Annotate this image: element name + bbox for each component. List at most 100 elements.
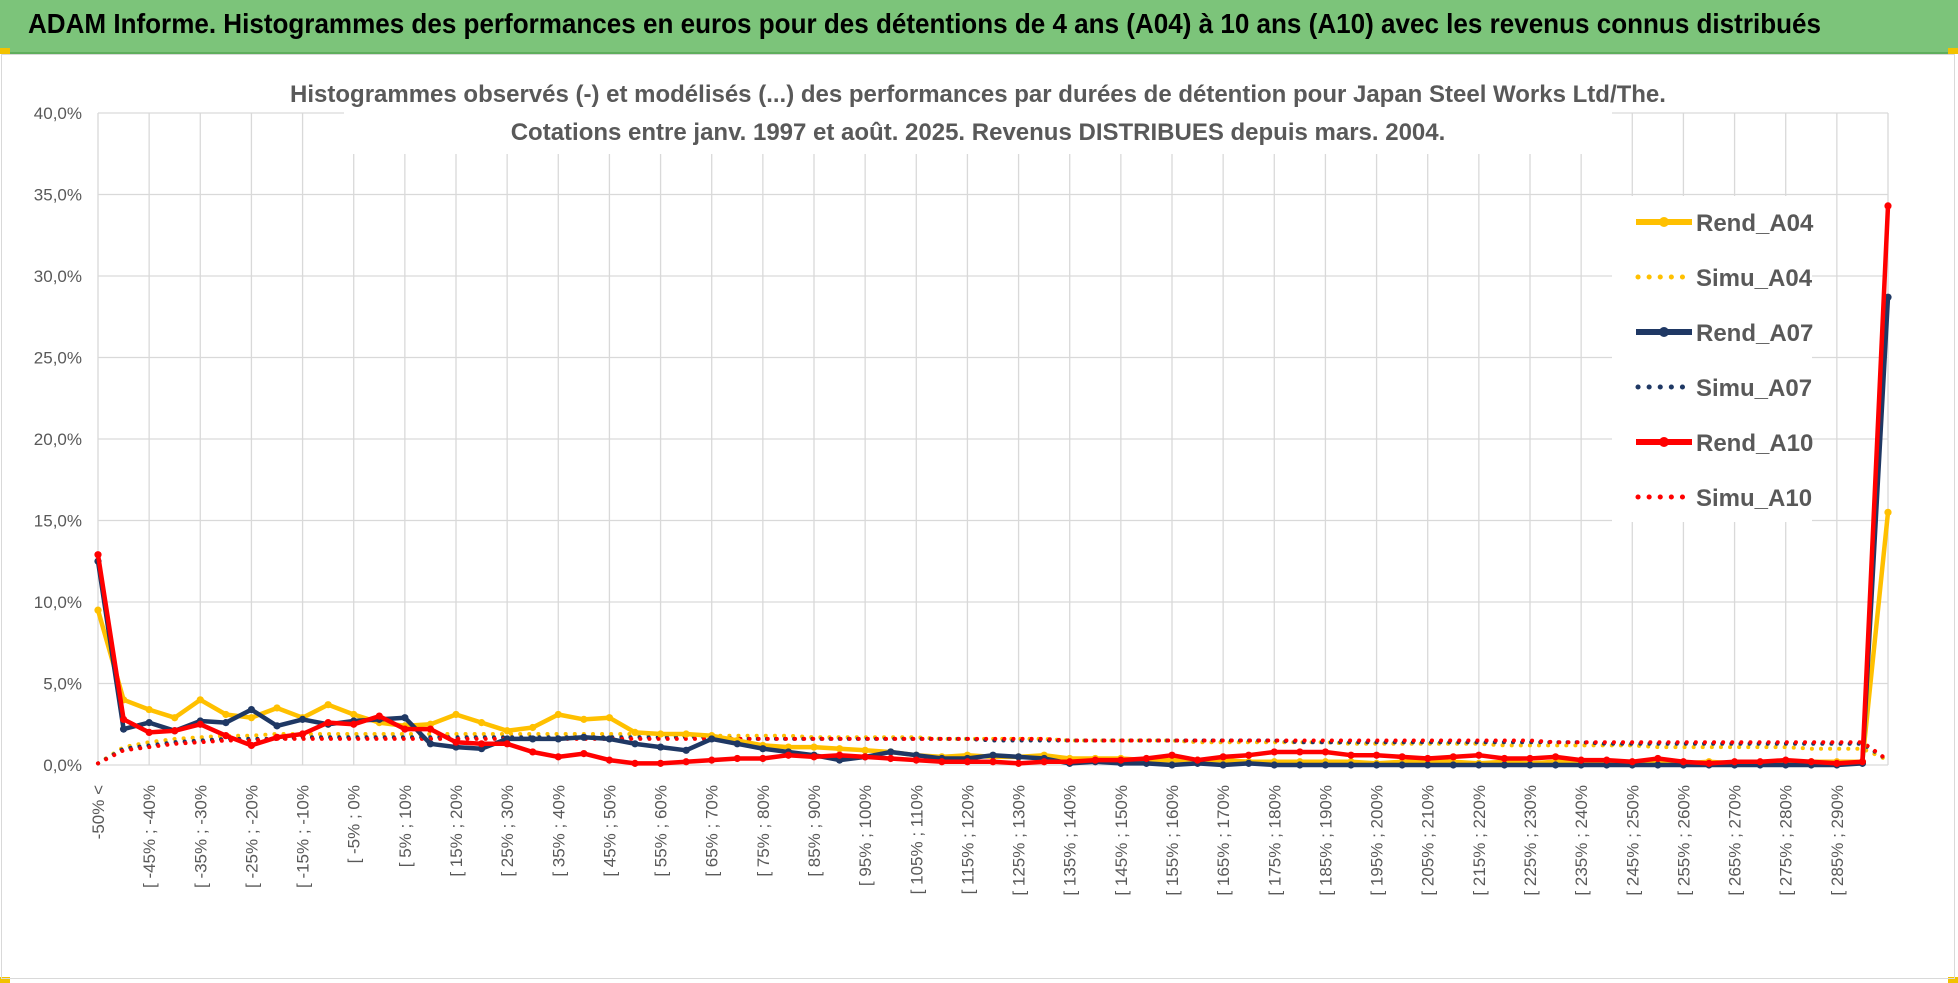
data-point — [529, 723, 537, 732]
data-point — [708, 756, 716, 764]
x-tick-label: [ 115% ; 120% — [958, 785, 977, 894]
data-point — [1270, 761, 1278, 769]
x-tick-label: [ 55% ; 60% — [652, 785, 671, 877]
data-point — [989, 758, 997, 766]
data-point — [401, 714, 409, 722]
data-point — [580, 715, 588, 723]
data-point — [503, 727, 511, 735]
y-tick-label: 15,0% — [34, 512, 82, 531]
data-point — [145, 728, 153, 737]
data-point — [759, 754, 767, 763]
data-point — [324, 719, 332, 727]
x-axis: -50% < [ -45% ; -40% [ -35% ; -30% [ -25% ;… — [89, 785, 1847, 896]
data-point — [1321, 748, 1330, 756]
data-point — [1603, 756, 1611, 764]
data-point — [1756, 758, 1764, 766]
data-point — [247, 714, 256, 722]
x-tick-label: [ 205% ; 210% — [1419, 785, 1438, 896]
corner-mark — [0, 48, 10, 54]
data-point — [477, 719, 486, 727]
data-point — [1040, 758, 1048, 766]
legend-label: Simu_A07 — [1696, 375, 1812, 402]
data-point — [1066, 758, 1074, 766]
data-point — [554, 710, 562, 719]
data-point — [682, 730, 690, 738]
data-point — [1424, 761, 1432, 769]
legend: Rend_A04 Simu_A04 Rend_A07 Simu_A07 Rend_A10… — [1612, 196, 1814, 522]
x-tick-label: [ 105% ; 110% — [907, 785, 926, 894]
x-tick-label: [ 45% ; 50% — [600, 785, 619, 877]
data-point — [1372, 751, 1381, 759]
y-tick-label: 5,0% — [43, 675, 82, 694]
data-point — [605, 714, 614, 722]
data-point — [1782, 756, 1790, 764]
x-tick-label: [ 95% ; 100% — [856, 785, 875, 886]
data-point — [810, 753, 818, 761]
data-point — [1500, 754, 1509, 763]
data-point — [835, 745, 844, 753]
legend-label: Rend_A04 — [1696, 210, 1814, 237]
data-point — [682, 746, 690, 754]
x-tick-label: [ -25% ; -20% — [242, 785, 261, 888]
data-point — [1219, 761, 1227, 769]
series-line-rend_a04 — [95, 512, 1891, 766]
x-tick-label: [ 5% ; 10% — [396, 785, 415, 867]
data-point — [298, 715, 307, 723]
data-point — [503, 740, 511, 748]
data-point — [759, 745, 767, 753]
data-point — [350, 710, 358, 719]
data-point — [247, 705, 256, 714]
data-point — [1398, 753, 1406, 761]
corner-mark — [0, 977, 10, 983]
data-point — [426, 740, 435, 748]
chart-title-bg — [344, 72, 1612, 154]
data-point — [656, 730, 665, 738]
data-point — [733, 754, 741, 763]
legend-bg — [1612, 196, 1812, 522]
data-point — [605, 756, 614, 764]
data-point — [1372, 761, 1381, 769]
data-point — [861, 753, 869, 761]
chart-title-box: Histogrammes observés (-) et modélisés (… — [290, 72, 1666, 154]
data-point — [222, 732, 230, 740]
legend-label: Rend_A07 — [1696, 320, 1813, 347]
x-tick-label: [ 135% ; 140% — [1061, 785, 1080, 896]
data-point — [580, 749, 588, 758]
data-point — [196, 696, 204, 704]
data-point — [452, 710, 460, 719]
x-tick-label: [ 225% ; 230% — [1521, 785, 1540, 896]
data-point — [554, 735, 562, 743]
data-point — [94, 606, 102, 614]
x-tick-label: [ -35% ; -30% — [191, 785, 210, 888]
data-point — [938, 758, 946, 766]
data-point — [631, 728, 639, 737]
y-tick-label: 10,0% — [34, 593, 82, 612]
data-point — [119, 715, 128, 723]
data-point — [887, 748, 895, 756]
x-tick-label: [ 195% ; 200% — [1368, 785, 1387, 896]
data-point — [554, 753, 562, 761]
x-tick-label: [ 245% ; 250% — [1623, 785, 1642, 896]
data-point — [1347, 751, 1355, 759]
series-layer — [94, 202, 1892, 769]
data-point — [1168, 751, 1176, 759]
data-point — [1014, 753, 1023, 761]
x-tick-label: [ 65% ; 70% — [703, 785, 722, 877]
data-point — [1219, 753, 1227, 761]
data-point — [145, 719, 153, 727]
data-point — [1730, 758, 1739, 766]
x-tick-label: [ 125% ; 130% — [1010, 785, 1029, 896]
data-point — [708, 735, 716, 743]
series-line-simu_a07 — [96, 735, 1890, 766]
y-tick-label: 0,0% — [43, 756, 82, 775]
legend-marker — [1659, 327, 1669, 337]
corner-mark — [1948, 977, 1958, 983]
series-line-simu_a04 — [96, 732, 1890, 766]
data-point — [1884, 293, 1892, 301]
x-tick-label: [ 165% ; 170% — [1214, 785, 1233, 896]
data-point — [861, 746, 869, 754]
data-point — [273, 733, 281, 741]
data-point — [222, 710, 230, 719]
data-point — [477, 740, 486, 748]
data-point — [1449, 753, 1457, 761]
